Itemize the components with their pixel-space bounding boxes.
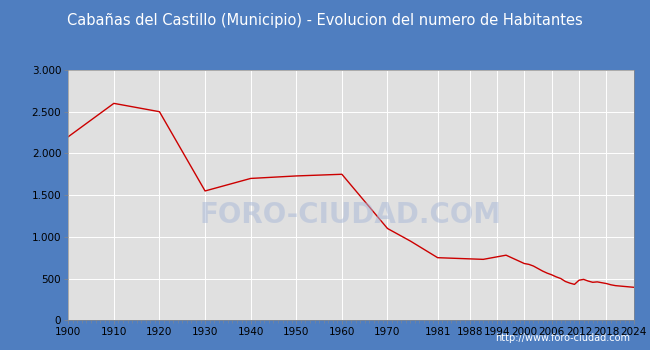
Text: Cabañas del Castillo (Municipio) - Evolucion del numero de Habitantes: Cabañas del Castillo (Municipio) - Evolu…: [67, 13, 583, 28]
Text: http://www.foro-ciudad.com: http://www.foro-ciudad.com: [495, 333, 630, 343]
Text: FORO-CIUDAD.COM: FORO-CIUDAD.COM: [200, 201, 502, 229]
